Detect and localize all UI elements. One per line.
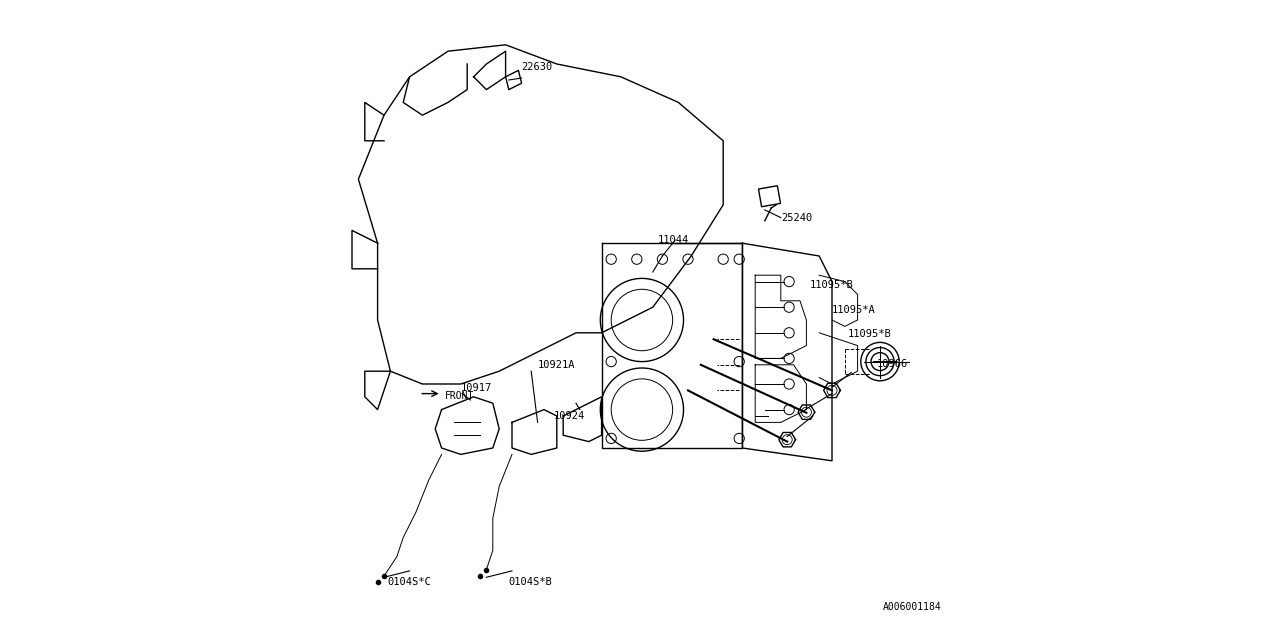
Text: 0104S*B: 0104S*B bbox=[508, 577, 553, 588]
Text: 11095*A: 11095*A bbox=[832, 305, 876, 316]
Text: A006001184: A006001184 bbox=[883, 602, 942, 612]
Text: 10924: 10924 bbox=[554, 411, 585, 421]
Text: 11044: 11044 bbox=[658, 235, 689, 245]
Text: 10966: 10966 bbox=[877, 358, 908, 369]
Text: 0104S*C: 0104S*C bbox=[387, 577, 431, 588]
Text: 10921A: 10921A bbox=[538, 360, 575, 370]
Text: 11095*B: 11095*B bbox=[849, 329, 892, 339]
Text: 10917: 10917 bbox=[461, 383, 492, 394]
Bar bbox=[759, 186, 781, 207]
Text: 25240: 25240 bbox=[781, 212, 812, 223]
Text: FRONT: FRONT bbox=[445, 390, 474, 401]
Text: 11095*B: 11095*B bbox=[810, 280, 854, 290]
Text: 22630: 22630 bbox=[522, 62, 553, 72]
